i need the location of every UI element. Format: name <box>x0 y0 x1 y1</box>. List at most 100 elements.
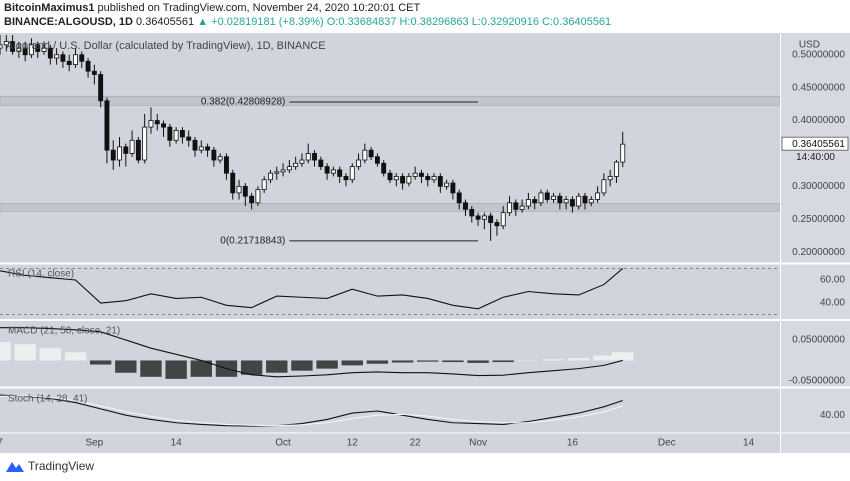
candle-body <box>167 126 173 141</box>
published: published on TradingView.com, November 2… <box>97 2 421 14</box>
candle-body <box>569 199 575 207</box>
candle-body <box>607 176 613 181</box>
candle-body <box>532 199 538 204</box>
x-tick-label: Dec <box>658 438 676 449</box>
candle-body <box>330 169 336 174</box>
candle-body <box>419 172 424 177</box>
candle-body <box>242 185 248 197</box>
candle-body <box>192 139 198 151</box>
candle-body <box>601 179 607 194</box>
histogram-bar <box>568 358 590 361</box>
y-tick-label: 0.40000000 <box>792 115 845 126</box>
candle-body <box>255 189 261 204</box>
candle-body <box>437 176 443 187</box>
candle-body <box>349 166 355 181</box>
x-tick-label: Sep <box>85 438 103 449</box>
candle-body <box>576 195 582 207</box>
candle-body <box>494 222 500 227</box>
histogram-bar <box>291 360 313 371</box>
candle-body <box>406 176 412 184</box>
candle-body <box>368 149 374 158</box>
x-tick-label: 16 <box>567 438 579 449</box>
pane <box>0 327 634 379</box>
price-label: 0.36405561 <box>792 139 845 150</box>
countdown: 14:40:00 <box>796 152 835 163</box>
candle-body <box>481 215 487 220</box>
candle-body <box>98 74 104 102</box>
candle-body <box>557 195 563 204</box>
candle-body <box>507 202 512 214</box>
candle-body <box>66 60 72 66</box>
candle-body <box>154 120 160 125</box>
x-tick-label: Oct <box>275 438 291 449</box>
candle-body <box>217 156 223 161</box>
y-tick-label: 40.00 <box>820 410 845 421</box>
y-tick-label: -0.05000000 <box>789 376 846 387</box>
x-tick-label: 7 <box>0 438 3 449</box>
candle-body <box>224 156 229 174</box>
candle-body <box>104 100 110 151</box>
candle-body <box>230 172 236 194</box>
candle-body <box>173 130 179 141</box>
candle-body <box>563 199 569 204</box>
candle-body <box>551 195 556 200</box>
level-band <box>0 203 780 212</box>
candle-body <box>469 208 475 217</box>
candle-body <box>525 199 531 207</box>
candle-body <box>305 153 311 161</box>
histogram-bar <box>39 348 62 361</box>
histogram-bar <box>165 360 187 379</box>
y-unit: USD <box>799 40 820 51</box>
candle-body <box>91 70 97 75</box>
price-axis-background <box>780 33 850 453</box>
indicator-line <box>0 394 623 427</box>
candle-body <box>179 130 185 138</box>
candle-body <box>538 192 544 204</box>
fib-label: 0.382(0.42808928) <box>201 97 286 108</box>
y-tick-label: 0.45000000 <box>792 82 845 93</box>
candle-body <box>412 172 418 177</box>
candle-body <box>500 212 506 227</box>
candle-body <box>595 192 601 200</box>
y-tick-label: 0.20000000 <box>792 247 845 258</box>
candle-body <box>148 120 154 128</box>
candle-body <box>211 149 217 161</box>
candle-body <box>387 172 393 181</box>
candle-body <box>400 176 406 184</box>
x-tick-label: 22 <box>410 438 422 449</box>
y-tick-label: 0.50000000 <box>792 49 845 60</box>
candle-body <box>22 47 28 56</box>
histogram-bar <box>14 344 36 361</box>
candle-body <box>444 182 450 187</box>
candle-body <box>582 195 588 204</box>
candle-body <box>16 47 22 52</box>
candle-body <box>79 54 85 62</box>
histogram-bar <box>115 360 137 373</box>
fib-label: 0(0.21718843) <box>220 235 285 246</box>
histogram-bar <box>612 352 634 361</box>
histogram-bar <box>190 360 212 377</box>
pane <box>0 267 780 316</box>
candle-body <box>198 146 204 151</box>
candle-body <box>161 123 166 128</box>
histogram-bar <box>593 355 615 361</box>
candle-body <box>0 44 3 49</box>
candle-body <box>374 156 380 164</box>
candle-body <box>519 205 525 210</box>
histogram-bar <box>366 360 389 364</box>
y-tick-label: 40.00 <box>820 298 845 309</box>
candle-body <box>488 215 494 223</box>
x-tick-label: 14 <box>743 438 755 449</box>
candle-body <box>117 146 122 161</box>
candle-body <box>293 162 299 167</box>
y-tick-label: 0.05000000 <box>792 335 845 346</box>
candle-body <box>544 192 550 200</box>
histogram-bar <box>64 352 87 361</box>
histogram-bar <box>391 360 414 363</box>
candle-body <box>142 126 148 161</box>
candle-body <box>236 185 242 194</box>
chart-title: Algorand / U.S. Dollar (calculated by Tr… <box>6 40 326 52</box>
histogram-bar <box>442 360 464 363</box>
indicator-title: MACD (21, 50, close, 21) <box>8 326 120 337</box>
